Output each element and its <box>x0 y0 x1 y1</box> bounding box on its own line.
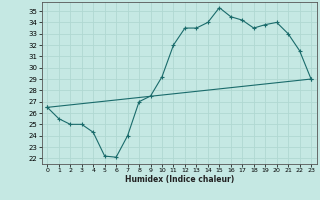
X-axis label: Humidex (Indice chaleur): Humidex (Indice chaleur) <box>124 175 234 184</box>
